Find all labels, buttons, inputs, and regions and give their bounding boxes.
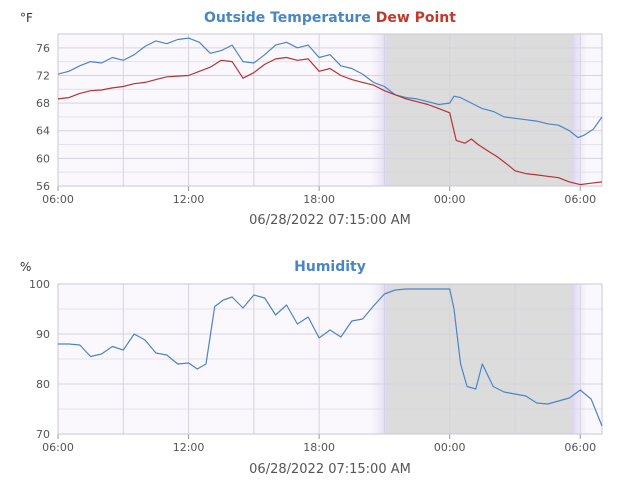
chart-title-part: Outside Temperature [204,10,371,26]
series-line-humidity [58,288,603,427]
y-tick-label: 68 [36,97,50,110]
x-tick-label: 18:00 [303,441,335,454]
y-tick-label: 100 [29,278,50,291]
x-tick-label: 12:00 [173,193,205,206]
chart-title: Outside Temperature Dew Point [204,10,456,26]
x-tick-label: 06:00 [42,193,74,206]
plot-frame [57,33,603,187]
y-tick-label: 56 [36,180,50,193]
night-shading [388,34,572,186]
dawn-shading [571,34,587,186]
timestamp-label: 06/28/2022 07:15:00 AM [249,213,411,228]
chart-title-part: Humidity [294,259,366,275]
unit-label: °F [20,11,33,25]
series-line-dew-point [57,56,603,186]
x-tick-label: 00:00 [434,193,466,206]
x-tick-label: 00:00 [434,441,466,454]
x-tick-label: 06:00 [42,441,74,454]
series-line-outside-temperature [57,37,603,139]
timestamp-label: 06/28/2022 07:15:00 AM [249,462,411,477]
y-tick-label: 80 [36,378,50,391]
y-tick-label: 76 [36,42,50,55]
x-tick-label: 18:00 [303,193,335,206]
y-tick-label: 70 [36,428,50,441]
y-tick-label: 72 [36,69,50,82]
dusk-shading [371,34,389,186]
chart-title: Humidity [294,259,366,275]
unit-label: % [20,260,31,274]
chart-title-part: Dew Point [376,10,457,26]
x-tick-label: 06:00 [564,193,596,206]
plot-frame [57,283,603,435]
chart-2: 70 80 90 100 06:00 12:00 18:00 00:00 06:00 Humidi… [20,259,603,477]
chart-1: 56 60 64 68 72 76 06:00 12:00 18:00 00:00 06:00 Out… [20,10,603,228]
y-tick-label: 64 [36,125,50,138]
x-tick-label: 12:00 [173,441,205,454]
y-tick-label: 90 [36,328,50,341]
y-tick-label: 60 [36,152,50,165]
x-tick-label: 06:00 [564,441,596,454]
